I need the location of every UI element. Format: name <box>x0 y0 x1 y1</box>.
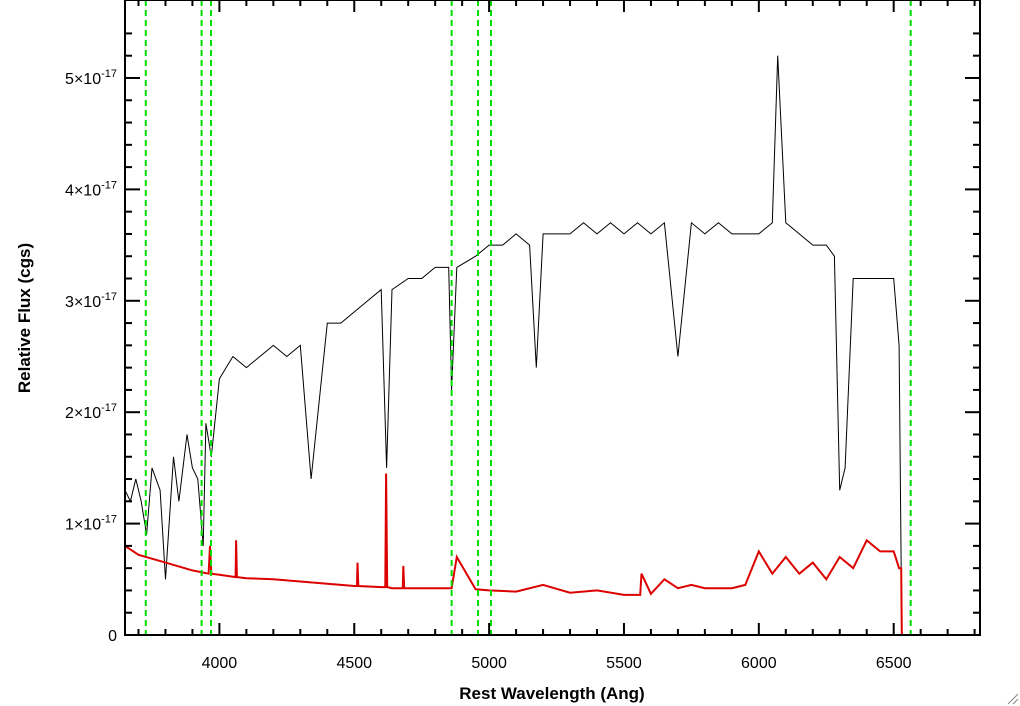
y-tick-label: 0 <box>108 628 117 645</box>
observed-spectrum-line <box>124 55 980 636</box>
plot-frame <box>124 0 981 636</box>
y-tick-label: 2×10-17 <box>65 402 117 422</box>
model-spectrum-line <box>124 473 980 636</box>
y-tick-label: 5×10-17 <box>65 68 117 88</box>
y-tick-exponent: -17 <box>101 402 117 414</box>
axis-ticks: 4000 4500 5000 5500 6000 6500 0 1×10-17 2×10-17 3… <box>65 0 980 672</box>
emission-line-markers <box>144 0 912 635</box>
x-tick-label: 5500 <box>606 655 642 672</box>
y-tick-exponent: -17 <box>101 291 117 303</box>
x-axis-title: Rest Wavelength (Ang) <box>459 684 644 703</box>
y-tick-label: 1×10-17 <box>65 514 117 534</box>
resize-grip-icon[interactable] <box>1007 693 1019 705</box>
x-tick-label: 4500 <box>336 655 372 672</box>
y-tick-label: 4×10-17 <box>65 179 117 199</box>
x-tick-label: 5000 <box>471 655 507 672</box>
x-tick-label: 6500 <box>876 655 912 672</box>
y-axis-title: Relative Flux (cgs) <box>15 243 34 393</box>
x-tick-label: 4000 <box>202 655 238 672</box>
y-tick-exponent: -17 <box>101 179 117 191</box>
y-tick-exponent: -17 <box>101 514 117 526</box>
x-tick-label: 6000 <box>741 655 777 672</box>
y-tick-label: 3×10-17 <box>65 291 117 311</box>
series-layer <box>124 55 980 636</box>
y-tick-exponent: -17 <box>101 68 117 80</box>
